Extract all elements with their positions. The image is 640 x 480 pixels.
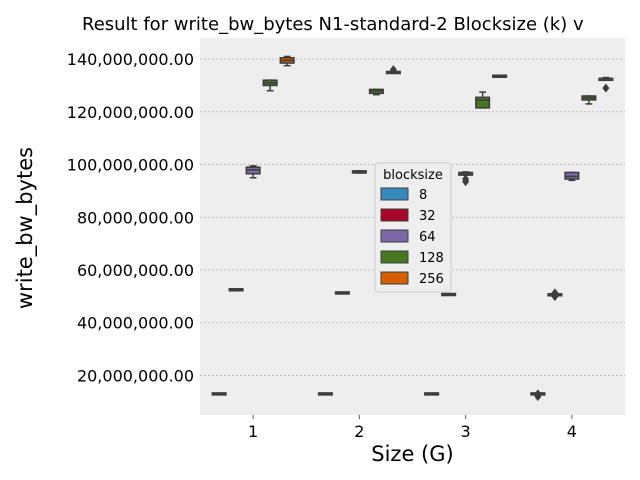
x-axis-label: Size (G) <box>371 442 453 466</box>
box-series-256 <box>279 55 295 67</box>
legend: blocksize 8 32 64 128 256 <box>374 162 452 293</box>
box-series-64 <box>458 171 474 187</box>
y-tick-label: 60,000,000.00 <box>77 261 194 280</box>
box-series-8 <box>424 392 440 396</box>
outlier-point <box>602 83 610 93</box>
legend-label-128: 128 <box>419 251 444 266</box>
axes: 20,000,000.00 40,000,000.00 60,000,000.00 8… <box>67 50 577 441</box>
legend-label-256: 256 <box>419 272 444 287</box>
box-series-128 <box>475 91 491 109</box>
box-series-8 <box>317 392 333 396</box>
y-tick-label: 80,000,000.00 <box>77 208 194 227</box>
x-tick-label: 4 <box>567 422 577 441</box>
box-series-32 <box>228 288 244 292</box>
box-body <box>475 96 491 109</box>
box-series-32 <box>547 288 563 302</box>
box-series-8 <box>211 392 227 396</box>
outlier-point <box>534 391 542 402</box>
legend-swatch-256 <box>380 271 409 285</box>
legend-swatch-8 <box>380 187 409 201</box>
y-tick-label: 20,000,000.00 <box>77 366 194 385</box>
x-tick-label: 3 <box>461 422 471 441</box>
box-series-256 <box>385 65 401 75</box>
x-tick-label: 2 <box>354 422 364 441</box>
box-series-128 <box>581 95 597 105</box>
outlier-point <box>389 65 397 75</box>
y-tick-label: 140,000,000.00 <box>67 50 194 69</box>
x-tick-label: 1 <box>248 422 258 441</box>
box-series-256 <box>598 76 614 93</box>
y-tick-label: 100,000,000.00 <box>67 156 194 175</box>
outlier-point <box>551 292 559 302</box>
box-series-64 <box>245 165 261 179</box>
box-plot-series <box>211 55 614 402</box>
box-series-128 <box>368 88 384 96</box>
box-series-32 <box>441 292 457 297</box>
legend-swatch-64 <box>380 229 409 243</box>
box-series-64 <box>564 171 580 182</box>
outlier-point <box>462 177 470 187</box>
box-series-256 <box>492 74 508 78</box>
legend-label-64: 64 <box>419 230 436 245</box>
legend-label-8: 8 <box>419 188 427 203</box>
box-series-64 <box>351 170 367 174</box>
y-tick-label: 120,000,000.00 <box>67 103 194 122</box>
box-series-128 <box>262 79 278 92</box>
chart-title: Result for write_bw_bytes N1-standard-2 … <box>82 14 584 35</box>
legend-swatch-128 <box>380 250 409 264</box>
box-series-8 <box>530 389 546 402</box>
y-axis-label: write_bw_bytes <box>13 147 38 309</box>
legend-swatch-32 <box>380 208 409 222</box>
box-series-32 <box>334 291 350 295</box>
y-tick-label: 40,000,000.00 <box>77 314 194 333</box>
legend-title: blocksize <box>383 168 443 183</box>
legend-label-32: 32 <box>419 209 436 224</box>
